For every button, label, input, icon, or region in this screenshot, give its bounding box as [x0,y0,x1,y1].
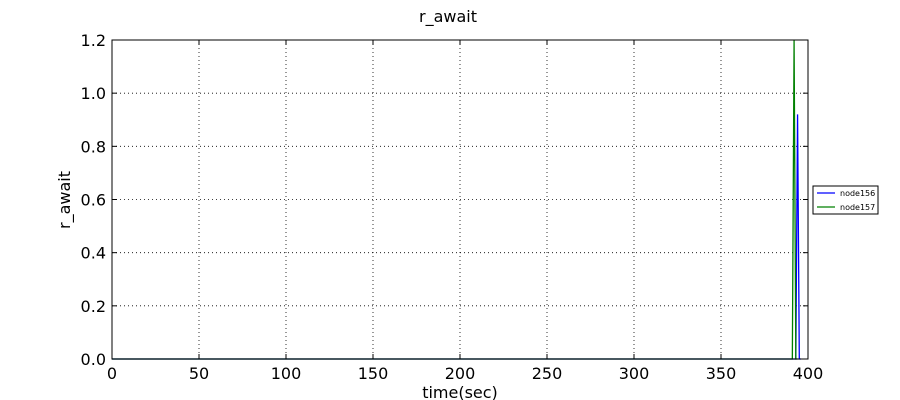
x-tick-label: 250 [532,364,563,383]
y-tick-labels: 0.0 0.2 0.4 0.6 0.8 1.0 1.2 [81,31,106,369]
x-tick-label: 200 [445,364,476,383]
series-line-node157 [112,39,798,360]
x-tick-label: 0 [107,364,117,383]
x-tick-label: 350 [706,364,737,383]
x-tick-label: 150 [358,364,389,383]
y-tick-label: 0.8 [81,137,106,156]
chart-title: r_await [419,7,477,27]
legend: node156 node157 [812,185,879,215]
grid [112,40,808,359]
y-axis-title: r_await [55,171,75,229]
y-tick-label: 0.2 [81,297,106,316]
x-axis-title: time(sec) [422,383,498,400]
x-tick-label: 50 [189,364,209,383]
ticks [111,39,809,360]
series-line-node156 [112,114,802,360]
x-tick-label: 100 [271,364,302,383]
y-tick-label: 1.0 [81,84,106,103]
y-tick-label: 0.4 [81,244,106,263]
legend-box [812,185,879,215]
y-tick-label: 0.0 [81,350,106,369]
x-tick-labels: 0 50 100 150 200 250 300 350 400 [107,364,823,383]
x-tick-label: 300 [619,364,650,383]
legend-label: node156 [840,189,875,198]
y-tick-label: 0.6 [81,191,106,210]
legend-label: node157 [840,203,875,212]
x-tick-label: 400 [793,364,824,383]
y-tick-label: 1.2 [81,31,106,50]
